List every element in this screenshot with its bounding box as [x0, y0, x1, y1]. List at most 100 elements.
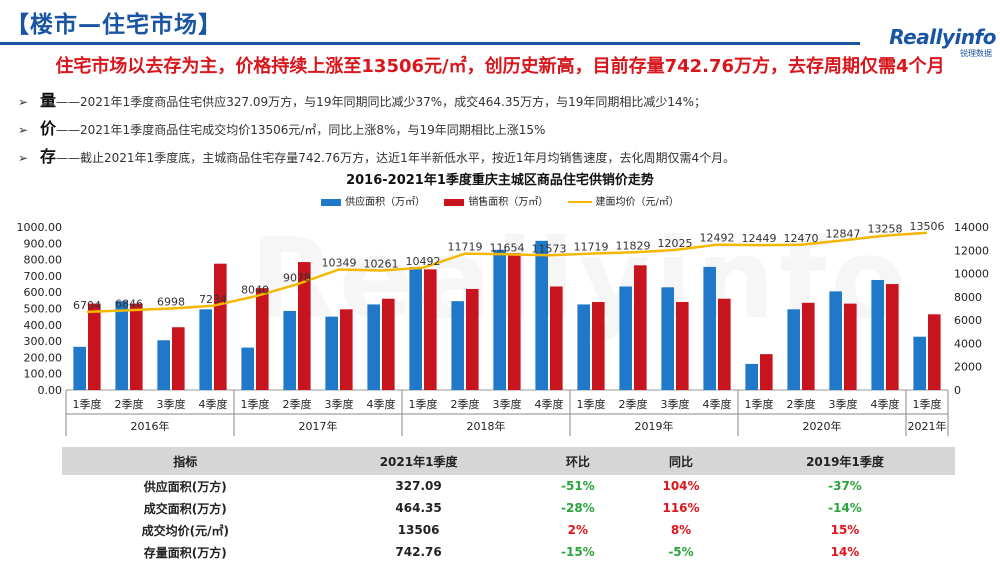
legend-item-sales: 销售面积（万㎡）: [444, 193, 548, 208]
price-label: 11719: [448, 241, 483, 254]
header-2021q1: 2021年1季度: [308, 447, 529, 475]
x-tick-label: 1季度: [745, 397, 774, 411]
bar-supply: [703, 266, 716, 390]
cell-yoy: 8%: [670, 523, 692, 537]
bar-sales: [256, 288, 269, 390]
bar-supply: [535, 240, 548, 390]
bar-sales: [718, 298, 731, 390]
bar-supply: [745, 363, 758, 390]
bar-sales: [424, 269, 437, 390]
y-right-tick-label: 8000: [954, 291, 982, 304]
bullet-text: ——2021年1季度商品住宅成交均价13506元/㎡，同比上涨8%，与19年同期…: [56, 123, 546, 137]
y-right-tick-label: 6000: [954, 314, 982, 327]
y-left-tick-label: 800.00: [24, 254, 63, 267]
bar-supply: [577, 304, 590, 390]
combo-chart: 0.00 100.00 200.00 300.00 400.00 500.00 600.00…: [17, 220, 989, 436]
bar-sales: [466, 288, 479, 390]
x-tick-label: 3季度: [325, 397, 354, 411]
x-tick-label: 2季度: [451, 397, 480, 411]
bar-supply: [283, 310, 296, 390]
bar-sales: [214, 263, 227, 390]
cell-value: 13506: [397, 523, 440, 537]
bar-supply: [115, 301, 128, 390]
bar-supply: [409, 266, 422, 390]
x-tick-label: 4季度: [703, 397, 732, 411]
table-header-row: 指标 2021年1季度 环比 同比 2019年1季度: [62, 447, 955, 475]
year-label: 2016年: [131, 419, 170, 433]
bar-sales: [340, 309, 353, 390]
y-right-tick-label: 10000: [954, 268, 989, 281]
bar-sales: [298, 262, 311, 390]
bar-sales: [172, 327, 185, 390]
price-label: 12449: [742, 232, 777, 245]
cell-label: 成交均价(元/㎡): [141, 523, 229, 538]
cell-yoy: 116%: [662, 501, 700, 515]
bar-supply: [787, 309, 800, 390]
y-left-tick-label: 400.00: [24, 319, 63, 332]
legend-item-price: 建面均价（元/㎡）: [567, 193, 679, 208]
cell-label: 供应面积(万方): [143, 479, 227, 494]
price-label: 11829: [616, 239, 651, 252]
header-yoy: 同比: [627, 447, 735, 475]
bar-sales: [382, 298, 395, 390]
bar-sales: [760, 354, 773, 390]
bar-sales: [844, 303, 857, 390]
price-label: 10492: [406, 255, 441, 268]
y-right-tick-label: 4000: [954, 337, 982, 350]
x-tick-label: 1季度: [409, 397, 438, 411]
headline: 住宅市场以去存为主，价格持续上涨至13506元/㎡，创历史新高，目前存量742.…: [55, 56, 945, 77]
price-label: 12847: [826, 227, 861, 240]
price-label: 7234: [199, 293, 227, 306]
year-label: 2021年: [908, 419, 947, 433]
cell-value: 327.09: [395, 479, 442, 493]
bar-sales: [634, 265, 647, 390]
price-label: 9078: [283, 271, 311, 284]
bar-sales: [802, 302, 815, 390]
x-tick-label: 1季度: [73, 397, 102, 411]
bar-sales: [508, 253, 521, 390]
x-tick-label: 4季度: [535, 397, 564, 411]
price-label: 11719: [574, 241, 609, 254]
y-left-tick-label: 600.00: [24, 286, 63, 299]
x-tick-label: 4季度: [367, 397, 396, 411]
cell-yoy: -5%: [668, 545, 694, 559]
header-indicator: 指标: [62, 447, 309, 475]
price-label: 11573: [532, 242, 567, 255]
price-label: 10349: [322, 257, 357, 270]
bar-supply: [451, 301, 464, 390]
bar-sales: [928, 314, 941, 390]
x-tick-label: 3季度: [661, 397, 690, 411]
price-label: 12470: [784, 232, 819, 245]
x-tick-label: 2季度: [283, 397, 312, 411]
price-label: 10261: [364, 258, 399, 271]
bar-supply: [871, 279, 884, 390]
x-tick-label: 3季度: [493, 397, 522, 411]
arrow-icon: ➢: [18, 123, 29, 137]
cell-qoq: -51%: [561, 479, 595, 493]
year-label: 2020年: [803, 419, 842, 433]
arrow-icon: ➢: [18, 95, 29, 109]
y-left-tick-label: 700.00: [24, 270, 63, 283]
bar-supply: [661, 287, 674, 390]
price-label: 6998: [157, 296, 185, 309]
header-qoq: 环比: [528, 447, 628, 475]
y-right-tick-label: 12000: [954, 244, 989, 257]
stats-table: 指标 2021年1季度 环比 同比 2019年1季度 供应面积(万方) 327.0…: [62, 447, 955, 563]
y-left-tick-label: 300.00: [24, 335, 63, 348]
price-label: 13258: [868, 223, 903, 236]
x-tick-label: 2季度: [115, 397, 144, 411]
x-tick-label: 3季度: [157, 397, 186, 411]
table-row: 成交面积(万方) 464.35 -28% 116% -14%: [62, 497, 955, 519]
bar-supply: [913, 336, 926, 390]
y-left-tick-label: 100.00: [24, 368, 63, 381]
bullet-text: ——2021年1季度商品住宅供应327.09万方，与19年同期同比减少37%，成…: [56, 95, 707, 109]
price-label: 12025: [658, 237, 693, 250]
bar-sales: [676, 301, 689, 390]
legend-swatch-supply: [321, 198, 342, 206]
cell-label: 存量面积(万方): [143, 545, 227, 560]
bar-supply: [829, 291, 842, 390]
chart-title: 2016-2021年1季度重庆主城区商品住宅供销价走势: [346, 173, 654, 188]
bullet-key: 价: [40, 119, 57, 138]
price-label: 6846: [115, 297, 143, 310]
x-tick-label: 2季度: [787, 397, 816, 411]
